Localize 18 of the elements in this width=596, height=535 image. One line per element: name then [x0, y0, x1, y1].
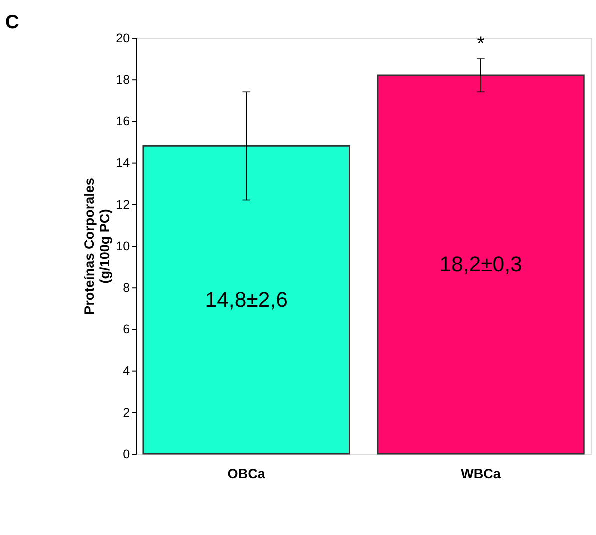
y-tick-label: 0: [123, 447, 130, 462]
y-axis-title: Proteínas Corporales (g/100g PC): [82, 178, 112, 315]
x-tick-label: OBCa: [228, 466, 266, 482]
y-tick-label: 2: [123, 406, 130, 420]
y-tick-label: 20: [116, 31, 130, 46]
data-label: 18,2±0,3: [440, 252, 522, 277]
y-tick-label: 14: [116, 156, 130, 170]
chart-title: C: [5, 11, 20, 34]
y-tick-label: 18: [116, 72, 130, 87]
y-tick-label: 6: [123, 322, 130, 337]
data-label: 14,8±2,6: [205, 288, 288, 312]
y-tick-label: 4: [123, 364, 130, 378]
y-tick-label: 16: [116, 114, 130, 129]
annotation: *: [477, 33, 486, 56]
x-tick-label: WBCa: [461, 466, 502, 482]
y-tick-label: 12: [116, 198, 130, 212]
y-tick-label: 10: [116, 239, 130, 254]
y-tick-label: 8: [123, 280, 130, 295]
